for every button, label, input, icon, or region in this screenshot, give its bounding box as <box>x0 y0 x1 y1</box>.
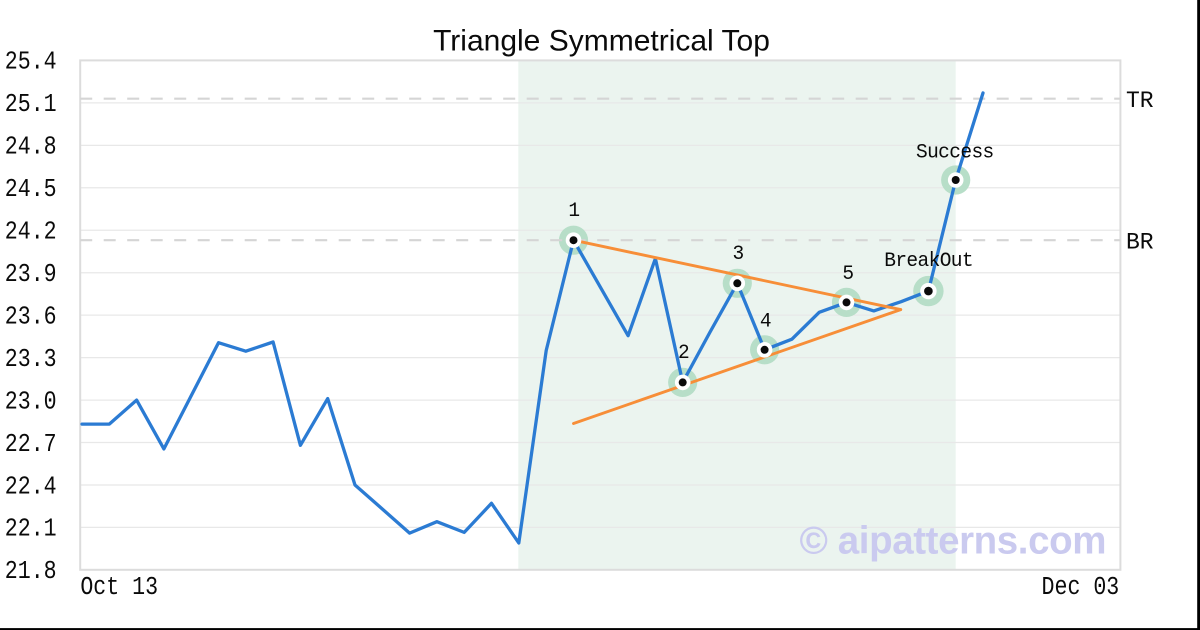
svg-text:Success: Success <box>916 141 994 165</box>
svg-text:22.4: 22.4 <box>5 473 57 502</box>
svg-text:24.2: 24.2 <box>5 218 57 247</box>
svg-text:TR: TR <box>1126 88 1154 114</box>
svg-text:5: 5 <box>842 263 853 287</box>
svg-text:22.1: 22.1 <box>5 515 57 544</box>
svg-text:23.9: 23.9 <box>5 261 57 290</box>
svg-text:3: 3 <box>733 242 744 266</box>
svg-text:23.6: 23.6 <box>5 303 57 332</box>
svg-text:Triangle Symmetrical Top: Triangle Symmetrical Top <box>433 25 770 58</box>
svg-text:23.0: 23.0 <box>5 388 57 417</box>
svg-text:1: 1 <box>568 199 580 223</box>
svg-text:22.7: 22.7 <box>5 430 57 459</box>
svg-text:Oct 13: Oct 13 <box>80 574 158 603</box>
svg-text:24.8: 24.8 <box>5 133 57 162</box>
svg-text:4: 4 <box>760 310 772 334</box>
svg-text:Dec 03: Dec 03 <box>1042 574 1120 603</box>
svg-text:© aipatterns.com: © aipatterns.com <box>800 520 1107 563</box>
svg-text:2: 2 <box>678 341 689 365</box>
svg-text:24.5: 24.5 <box>5 176 57 205</box>
svg-text:25.4: 25.4 <box>5 48 57 77</box>
svg-text:25.1: 25.1 <box>5 91 57 120</box>
svg-text:21.8: 21.8 <box>5 558 57 587</box>
svg-text:BreakOut: BreakOut <box>884 249 973 273</box>
svg-text:BR: BR <box>1126 230 1154 256</box>
svg-text:23.3: 23.3 <box>5 345 57 374</box>
